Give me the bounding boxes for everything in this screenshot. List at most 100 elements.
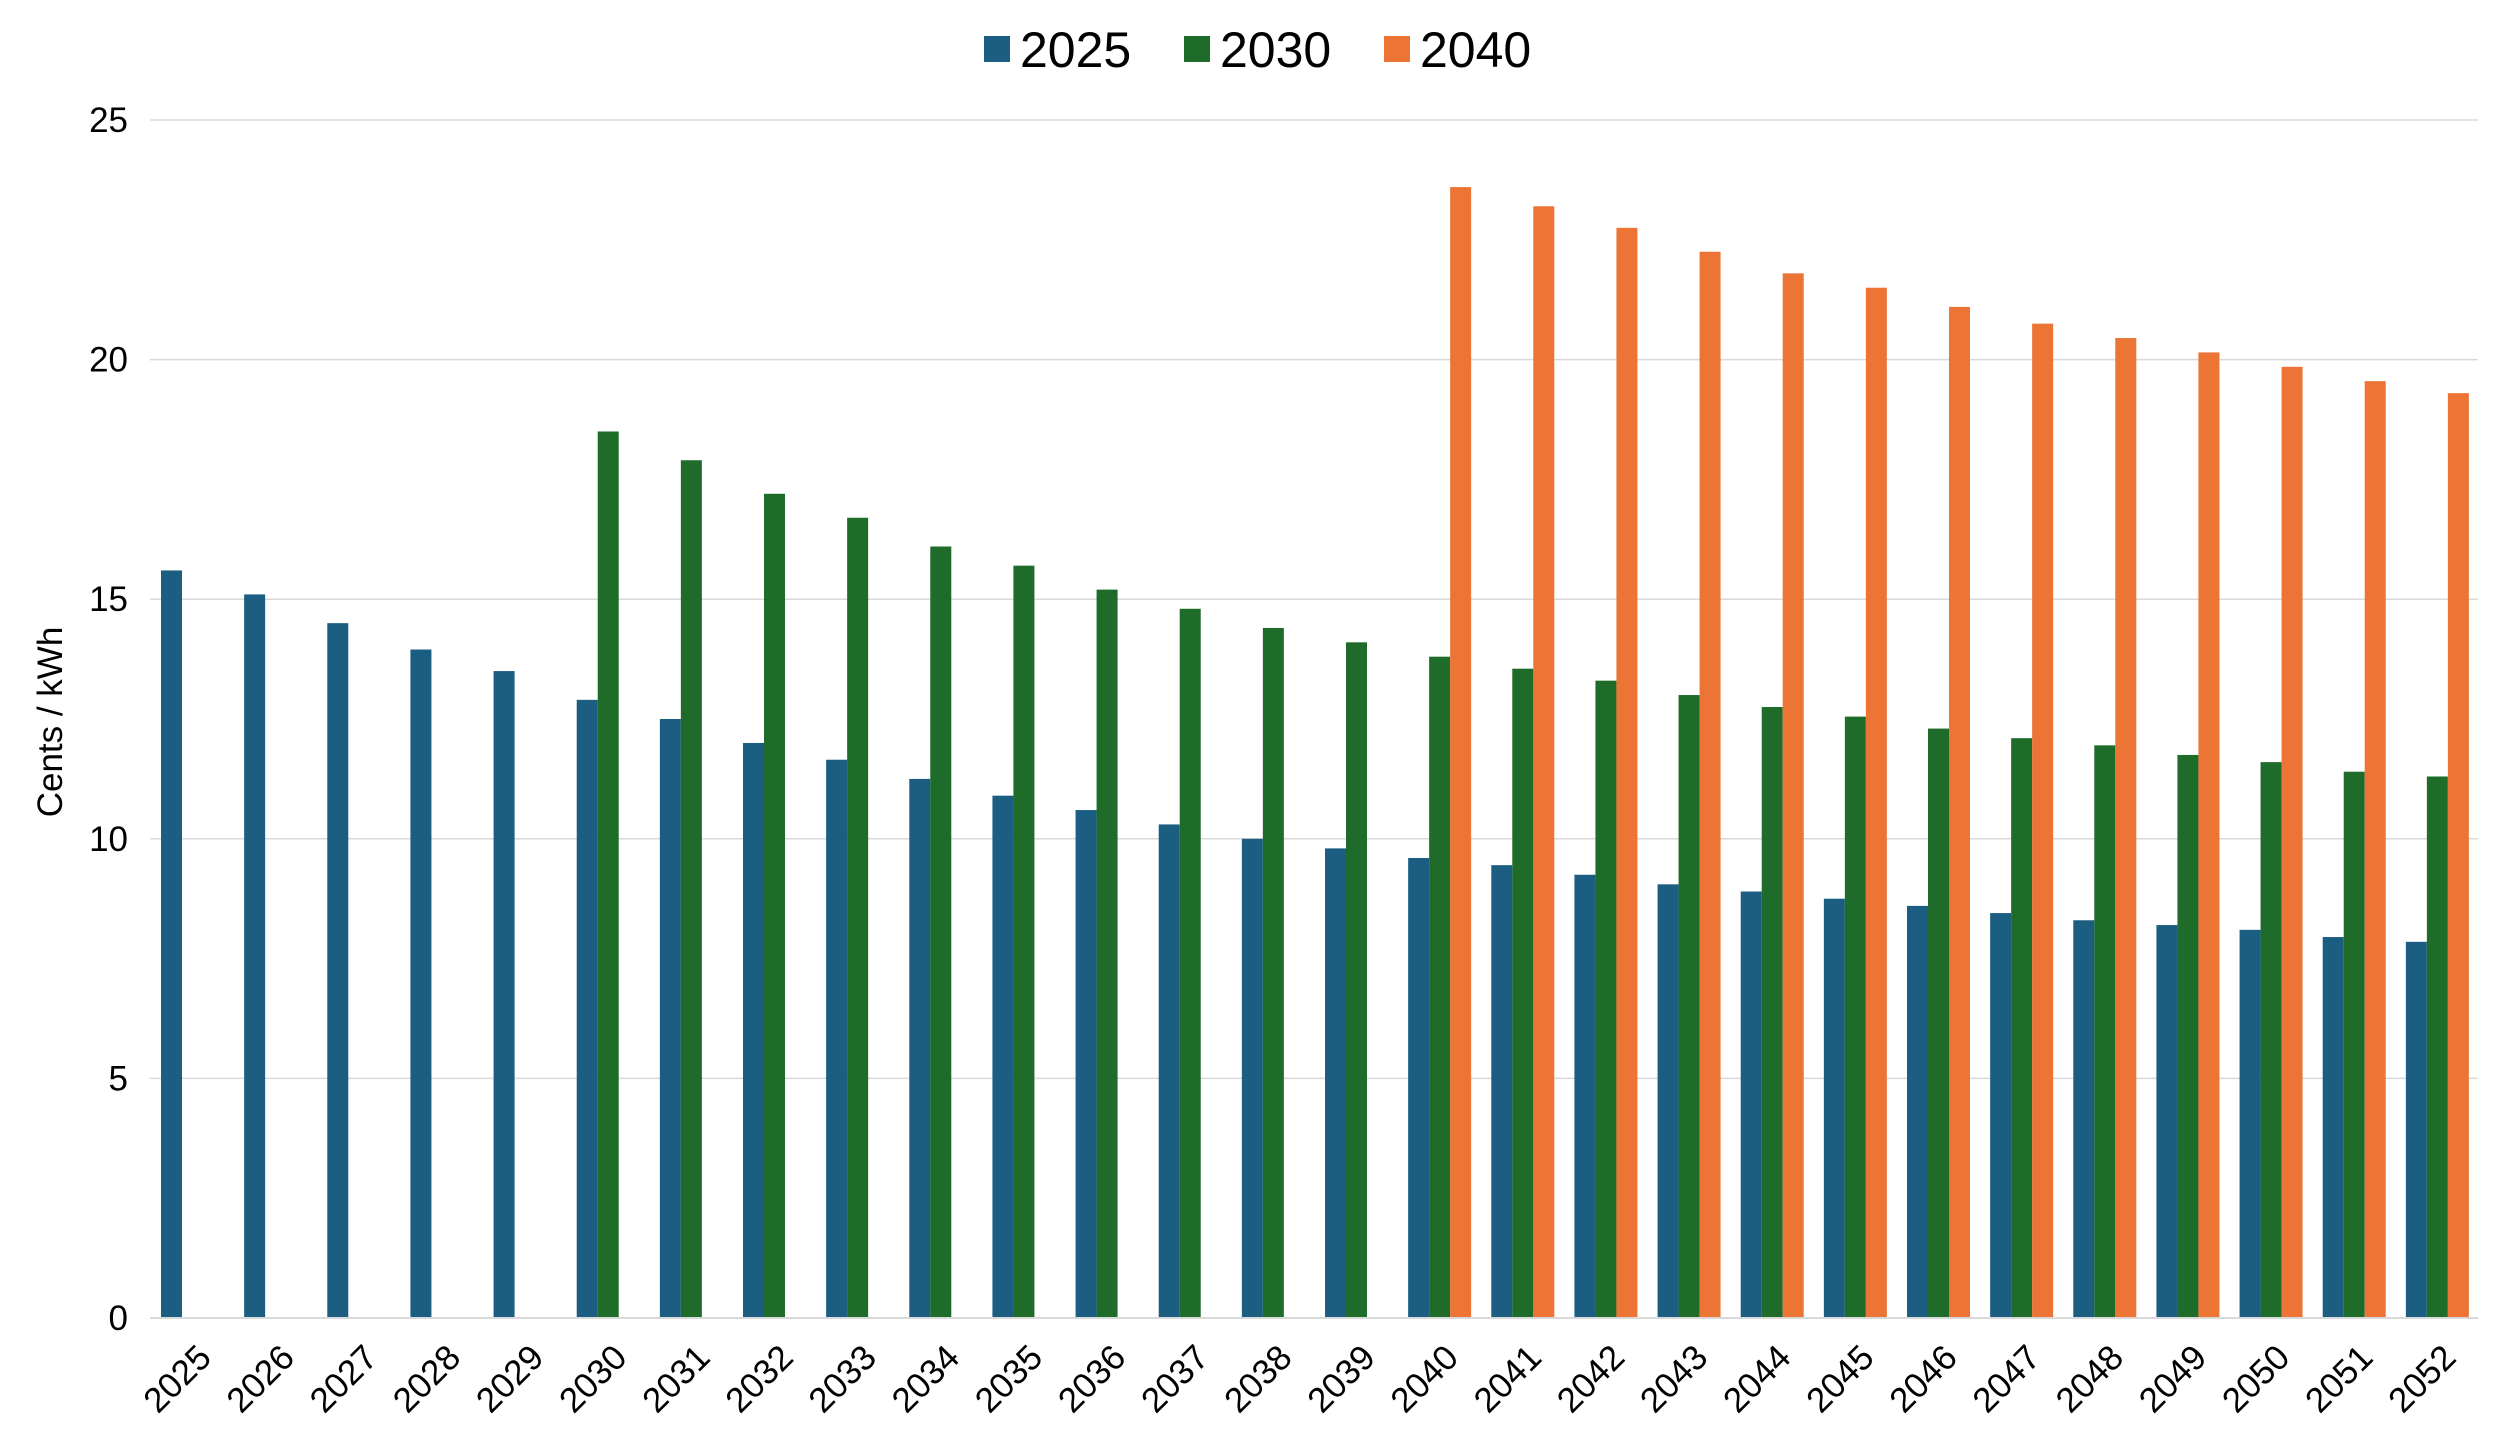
bar-2025-2052: [2405, 941, 2427, 1318]
x-tick-label: 2044: [1716, 1338, 1799, 1421]
x-tick-label: 2047: [1965, 1338, 2048, 1421]
bar-2030-2033: [847, 517, 869, 1318]
bar-2030-2039: [1346, 642, 1367, 1318]
bar-2025-2037: [1158, 824, 1180, 1318]
bar-2030-2038: [1262, 627, 1284, 1318]
y-tick-label: 15: [89, 580, 128, 619]
bar-2025-2051: [2322, 937, 2344, 1318]
bar-2025-2038: [1241, 838, 1263, 1318]
bar-2040-2051: [2364, 381, 2386, 1318]
bar-2025-2028: [410, 649, 432, 1318]
x-tick-label: 2043: [1633, 1338, 1716, 1421]
y-tick-label: 20: [89, 341, 128, 380]
bar-2025-2030: [576, 699, 598, 1318]
bar-2025-2050: [2239, 929, 2261, 1318]
x-tick-label: 2038: [1217, 1338, 1300, 1421]
x-tick-label: 2035: [968, 1338, 1051, 1421]
x-tick-label: 2048: [2048, 1338, 2131, 1421]
bar-2030-2049: [2177, 754, 2199, 1318]
x-tick-label: 2045: [1799, 1338, 1882, 1421]
bar-2040-2052: [2447, 393, 2469, 1318]
bar-2025-2049: [2156, 925, 2178, 1318]
bar-2030-2046: [1928, 728, 1949, 1318]
x-tick-label: 2049: [2132, 1338, 2215, 1421]
bar-2040-2044: [1782, 273, 1804, 1318]
legend-swatch-2040: [1384, 36, 1410, 62]
bar-2025-2025: [161, 570, 182, 1318]
bar-2030-2036: [1096, 589, 1118, 1318]
bar-2030-2037: [1179, 608, 1201, 1318]
x-tick-label: 2042: [1550, 1338, 1633, 1421]
x-tick-label: 2026: [219, 1338, 302, 1421]
bar-2030-2050: [2260, 762, 2282, 1318]
bar-2025-2040: [1408, 857, 1430, 1318]
bar-2025-2047: [1990, 913, 2012, 1318]
bar-2025-2045: [1823, 898, 1845, 1318]
legend-swatch-2025: [984, 36, 1010, 62]
bar-2025-2034: [909, 778, 931, 1318]
bar-2040-2045: [1865, 287, 1887, 1319]
bar-2030-2030: [597, 431, 619, 1319]
bar-2025-2029: [493, 671, 515, 1318]
bar-2030-2048: [2094, 745, 2116, 1318]
x-tick-label: 2040: [1383, 1338, 1466, 1421]
x-tick-label: 2029: [469, 1338, 552, 1421]
bar-2025-2035: [992, 795, 1014, 1318]
x-tick-label: 2046: [1882, 1338, 1965, 1421]
legend-swatch-2030: [1184, 36, 1210, 62]
bar-2030-2043: [1678, 695, 1700, 1318]
x-tick-label: 2041: [1466, 1338, 1549, 1421]
x-tick-label: 2052: [2381, 1338, 2464, 1421]
bar-2025-2043: [1657, 884, 1679, 1318]
y-tick-label: 0: [109, 1299, 128, 1338]
bar-2030-2031: [680, 460, 702, 1318]
x-tick-label: 2050: [2215, 1338, 2298, 1421]
x-tick-label: 2051: [2298, 1338, 2381, 1421]
bar-2030-2032: [764, 493, 785, 1318]
bar-2040-2049: [2198, 352, 2220, 1318]
bar-2040-2048: [2115, 338, 2137, 1318]
bar-2030-2034: [930, 546, 952, 1318]
bar-2040-2047: [2032, 323, 2054, 1318]
bar-2025-2041: [1491, 865, 1513, 1318]
x-tick-label: 2030: [552, 1338, 635, 1421]
bar-2025-2026: [244, 594, 266, 1318]
x-tick-label: 2037: [1134, 1338, 1217, 1421]
bar-2025-2032: [743, 742, 764, 1318]
x-tick-label: 2034: [884, 1338, 967, 1421]
legend: 2025 2030 2040: [984, 22, 1531, 78]
bar-2025-2036: [1075, 810, 1097, 1318]
x-tick-label: 2033: [801, 1338, 884, 1421]
bar-2025-2046: [1907, 905, 1928, 1318]
x-tick-label: 2032: [718, 1338, 801, 1421]
bar-2030-2052: [2426, 776, 2448, 1318]
bar-2030-2044: [1761, 707, 1783, 1318]
y-tick-label: 25: [89, 101, 128, 140]
bar-2025-2027: [327, 623, 349, 1318]
bar-2025-2033: [826, 759, 848, 1318]
bar-2030-2045: [1844, 716, 1866, 1318]
legend-label-2025: 2025: [1020, 22, 1131, 78]
x-tick-label: 2031: [635, 1338, 718, 1421]
bar-2040-2043: [1699, 251, 1721, 1318]
bar-2030-2040: [1429, 656, 1451, 1318]
legend-label-2030: 2030: [1220, 22, 1331, 78]
x-tick-label: 2025: [136, 1338, 219, 1421]
x-tick-label: 2027: [302, 1338, 385, 1421]
bar-2030-2047: [2011, 738, 2033, 1318]
bar-2040-2046: [1949, 306, 1970, 1318]
x-tick-label: 2039: [1300, 1338, 1383, 1421]
bar-2025-2031: [659, 719, 681, 1318]
bar-2040-2040: [1450, 187, 1472, 1318]
bar-2025-2048: [2073, 920, 2095, 1318]
legend-label-2040: 2040: [1420, 22, 1531, 78]
bars: [161, 187, 2469, 1319]
x-tick-label: 2036: [1051, 1338, 1134, 1421]
bar-2040-2042: [1616, 227, 1638, 1318]
bar-2025-2042: [1574, 874, 1596, 1318]
bar-2030-2041: [1512, 668, 1534, 1318]
y-tick-label: 10: [89, 820, 128, 859]
bar-2025-2044: [1740, 891, 1762, 1318]
